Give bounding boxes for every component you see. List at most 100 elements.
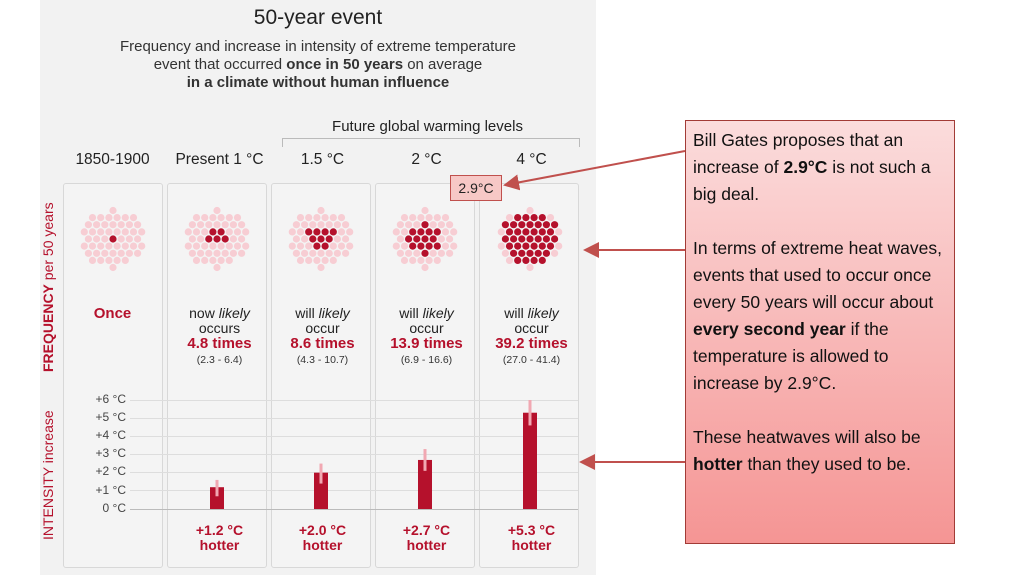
event-dot-empty [138,228,146,236]
event-dot-empty [396,235,404,243]
event-dot-filled [534,221,542,229]
y-tick-2: +2 °C [95,464,126,478]
event-dot-filled [542,235,551,243]
event-dot-empty [97,256,105,264]
event-dot-empty [301,235,309,243]
event-dot-empty [109,249,117,257]
event-dot-empty [437,221,445,229]
event-dot-empty [292,221,300,229]
event-dot-filled [433,228,441,236]
event-dot-filled [518,249,526,257]
subtitle-line-3: in a climate without human influence [186,74,450,91]
event-dot-empty [217,256,225,264]
gridline-0 [130,509,578,510]
event-dot-empty [305,242,313,250]
event-dot-empty [225,242,233,250]
event-dot-empty [188,249,196,257]
event-dot-filled [313,228,321,236]
event-dot-empty [400,256,409,264]
event-dot-empty [197,235,205,243]
event-dot-empty [446,249,454,257]
event-dot-filled [321,242,329,250]
event-dot-empty [421,263,429,272]
event-dot-filled [534,249,542,257]
gridline-2 [130,472,578,473]
event-dot-empty [392,228,400,236]
event-dot-empty [225,214,233,222]
event-dot-empty [105,228,113,236]
column-header-2: 2 °C [411,151,442,168]
column-header-present: Present 1 °C [175,151,264,168]
event-dot-filled [538,228,546,236]
event-dot-empty [405,249,413,257]
intensity-label-2: +2.7 °C hotter [402,522,451,553]
freq-range-2: (6.9 - 16.6) [400,354,453,366]
event-dot-empty [93,235,101,243]
event-dot-empty [317,221,325,229]
event-dot-empty [184,242,192,250]
y-tick-1: +1 °C [95,483,126,497]
gridline-5 [130,418,578,419]
event-dot-empty [417,214,425,222]
event-dot-empty [313,214,321,222]
event-dot-empty [333,235,341,243]
event-dot-empty [526,263,534,272]
event-dot-empty [88,256,97,264]
intensity-label-4: +5.3 °C hotter [507,522,556,553]
event-dot-empty [526,206,534,215]
event-dot-empty [501,249,509,257]
event-dot-empty [346,228,354,236]
event-dot-empty [129,242,138,250]
event-dot-filled [526,249,534,257]
freq-label-1850-1900: Once [93,305,132,322]
event-dot-empty [233,228,242,236]
note-paragraph-3: These heatwaves will also be hotter than… [693,427,921,474]
event-dot-empty [213,249,221,257]
event-dot-empty [425,256,433,264]
event-dot-empty [296,242,305,250]
event-dot-empty [342,221,350,229]
event-dot-empty [396,221,404,229]
event-dot-empty [188,221,196,229]
event-dot-filled [538,214,546,222]
event-dot-filled [546,242,555,250]
intensity-label-1-5: +2.0 °C hotter [298,522,347,553]
event-dot-empty [125,249,133,257]
event-dot-filled [409,242,417,250]
event-dot-empty [242,228,250,236]
future-levels-bracket [282,138,580,147]
event-dot-empty [321,214,329,222]
event-dot-filled [522,256,530,264]
gridline-3 [130,454,578,455]
event-dot-filled [321,228,329,236]
event-dot-empty [441,228,450,236]
event-dot-filled [421,249,429,257]
event-dot-empty [305,256,313,264]
event-dot-empty [201,256,209,264]
event-dot-filled [530,228,538,236]
y-tick-3: +3 °C [95,446,126,460]
event-dot-empty [121,228,129,236]
event-dot-empty [400,228,409,236]
freq-label-2: will likely occur 13.9 times (6.9 - 16.6… [390,305,463,367]
event-dot-empty [209,214,217,222]
event-dot-filled [530,242,538,250]
event-dot-filled [413,235,421,243]
event-dot-filled [425,228,433,236]
event-dot-empty [101,249,109,257]
event-dot-filled [405,235,413,243]
freq-label-1-5: will likely occur 8.6 times (4.3 - 10.7) [290,305,355,367]
event-dot-empty [233,242,242,250]
event-dot-filled [509,221,518,229]
event-dot-filled [209,228,217,236]
event-dot-filled [546,228,555,236]
event-dot-empty [101,235,109,243]
freq-label-present: now likely occurs 4.8 times (2.3 - 6.4) [187,305,252,367]
event-dot-empty [84,235,92,243]
column-header-1-5: 1.5 °C [300,151,345,168]
event-dot-empty [93,249,101,257]
event-dot-empty [429,221,437,229]
event-dot-filled [542,221,551,229]
event-dot-empty [551,249,559,257]
